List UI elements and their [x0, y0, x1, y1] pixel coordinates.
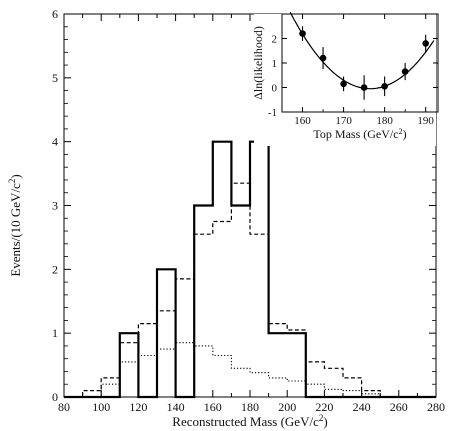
x-tick-label: 140: [167, 400, 185, 414]
inset-likelihood-plot: 160 170 180 190 -1 0 1 2 Top Mass (GeV/c2) Δln…: [251, 12, 439, 146]
y-tick-label: 0: [52, 390, 58, 404]
x-tick-label: 100: [92, 400, 110, 414]
x-axis-label: Reconstructed Mass (GeV/c2): [172, 413, 327, 429]
inset-x-tick-label: 160: [294, 115, 311, 127]
y-tick-label: 1: [52, 326, 58, 340]
main-y-tick-labels: 0 1 2 3 4 5 6: [52, 7, 58, 404]
inset-y-tick-label: 2: [272, 34, 278, 46]
y-tick-label: 4: [52, 135, 58, 149]
x-tick-label: 260: [390, 400, 408, 414]
inset-y-tick-label: 1: [272, 58, 278, 70]
inset-x-tick-label: 170: [335, 115, 352, 127]
inset-data-point: [401, 68, 409, 75]
x-tick-label: 180: [241, 400, 259, 414]
x-tick-label: 240: [353, 400, 371, 414]
histogram-series-solid: [64, 140, 436, 399]
inset-y-tick-label: 0: [272, 83, 278, 95]
inset-data-point: [319, 54, 327, 62]
histogram-series-group: [64, 140, 436, 399]
x-tick-label: 80: [58, 400, 70, 414]
inset-points-group: [299, 26, 429, 100]
y-tick-label: 6: [52, 7, 58, 21]
inset-x-tick-label: 190: [417, 115, 434, 127]
y-tick-label: 2: [52, 262, 58, 276]
inset-data-point: [299, 30, 306, 37]
inset-x-tick-labels: 160 170 180 190: [294, 115, 434, 127]
y-tick-label: 5: [52, 71, 58, 85]
y-tick-label: 3: [52, 199, 58, 213]
inset-data-point: [381, 82, 388, 90]
inset-y-axis-label: Δln(likelihood): [251, 26, 265, 100]
inset-y-tick-labels: -1 0 1 2: [268, 34, 278, 120]
x-tick-label: 280: [427, 400, 445, 414]
inset-x-tick-label: 180: [376, 115, 393, 127]
main-x-tick-labels: 80 100 120 140 160 180 200 220 240 260 280: [58, 400, 445, 414]
inset-data-point: [422, 40, 429, 47]
x-tick-label: 220: [315, 400, 333, 414]
inset-data-point: [340, 80, 347, 88]
y-axis-label: Events/(10 GeV/c2): [7, 174, 23, 276]
inset-data-point: [360, 84, 368, 91]
x-tick-label: 120: [129, 400, 147, 414]
histogram-series-dashed: [64, 182, 436, 398]
x-tick-label: 200: [278, 400, 296, 414]
inset-tick-marks: [282, 14, 438, 113]
inset-x-axis-label: Top Mass (GeV/c2): [313, 127, 406, 142]
inset-y-tick-label: -1: [268, 107, 277, 119]
main-histogram: 80 100 120 140 160 180 200 220 240 260 280 0123456…: [7, 7, 445, 429]
x-tick-label: 160: [204, 400, 222, 414]
